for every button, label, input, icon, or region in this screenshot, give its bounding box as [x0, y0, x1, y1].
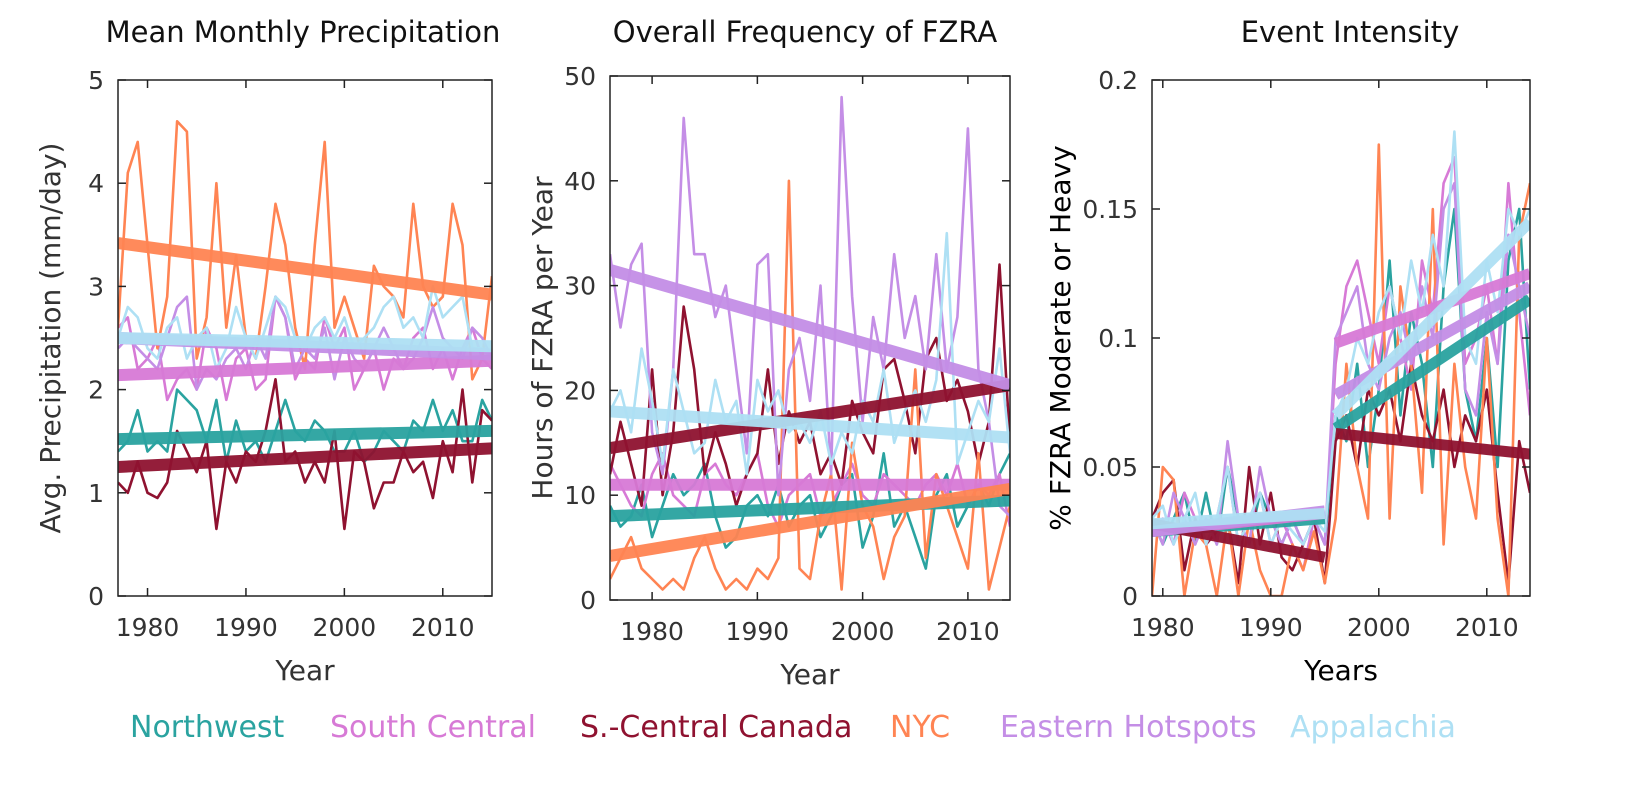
- y-tick-label: 3: [88, 272, 104, 301]
- series-line-appalachia: [610, 231, 1010, 476]
- trend-line-s-central-canada: [118, 442, 492, 473]
- trend-pre-appalachia: [1152, 507, 1326, 530]
- plot-area: [118, 120, 492, 531]
- legend-item-s-central-canada: S.-Central Canada: [580, 710, 853, 745]
- y-axis-label: Hours of FZRA per Year: [526, 176, 559, 500]
- y-tick-label: 1: [88, 479, 104, 508]
- legend-item-appalachia: Appalachia: [1290, 710, 1456, 745]
- x-tick-label: 1980: [116, 613, 180, 642]
- y-axis-label: % FZRA Moderate or Heavy: [1044, 145, 1077, 530]
- x-axis-label: Year: [274, 654, 335, 687]
- x-axis-label: Year: [779, 658, 840, 691]
- series-line-northwest: [1152, 207, 1530, 546]
- x-tick-label: 2000: [1347, 613, 1411, 642]
- trend-line-appalachia: [118, 332, 492, 353]
- y-tick-label: 5: [88, 66, 104, 95]
- series-line-nyc: [1152, 143, 1530, 596]
- y-tick-label: 2: [88, 376, 104, 405]
- trend-line-south-central: [118, 354, 492, 382]
- x-axis-label: Years: [1303, 654, 1378, 687]
- x-tick-label: 2000: [831, 617, 895, 646]
- trend-post-s-central-canada: [1335, 427, 1530, 460]
- trend-line-nyc: [118, 237, 492, 301]
- x-tick-label: 2000: [313, 613, 377, 642]
- axes-frame: [609, 75, 1011, 601]
- legend-item-nyc: NYC: [890, 710, 951, 745]
- trend-line-eastern-hotspots: [610, 264, 1010, 391]
- legend-item-northwest: Northwest: [130, 710, 285, 745]
- y-tick-label: 0.05: [1082, 453, 1138, 482]
- trend-line-nyc: [610, 482, 1010, 562]
- x-tick-label: 1980: [620, 617, 684, 646]
- x-tick-label: 2010: [1455, 613, 1519, 642]
- chart-title: Event Intensity: [1241, 15, 1460, 49]
- trend-line-northwest: [118, 424, 492, 446]
- panel-3: Event Intensity 1980 1990 2000 2010 0 0.05 0.1 0…: [1044, 15, 1531, 687]
- y-tick-label: 0: [1122, 582, 1138, 611]
- plot-area: [610, 95, 1010, 591]
- series-line-eastern-hotspots: [1152, 181, 1530, 546]
- y-tick-label: 20: [564, 376, 596, 405]
- x-tick-label: 1980: [1131, 613, 1195, 642]
- trend-post-appalachia: [1331, 218, 1530, 420]
- y-tick-label: 0.2: [1098, 66, 1138, 95]
- x-tick-label: 2010: [936, 617, 1000, 646]
- plot-area: [1152, 130, 1530, 596]
- y-tick-label: 0.1: [1098, 324, 1138, 353]
- y-tick-label: 10: [564, 481, 596, 510]
- y-tick-label: 50: [564, 62, 596, 91]
- y-tick-label: 0: [88, 582, 104, 611]
- y-tick-label: 0.15: [1082, 195, 1138, 224]
- trend-line-appalachia: [610, 405, 1010, 444]
- y-tick-label: 30: [564, 272, 596, 301]
- chart-title: Mean Monthly Precipitation: [106, 15, 501, 49]
- series-line-northwest: [118, 388, 492, 464]
- chart-title: Overall Frequency of FZRA: [613, 15, 998, 49]
- y-tick-label: 0: [580, 586, 596, 615]
- x-tick-label: 2010: [411, 613, 475, 642]
- y-tick-label: 40: [564, 167, 596, 196]
- y-axis-label: Avg. Precipitation (mm/day): [34, 143, 67, 534]
- trend-line-s-central-canada: [610, 379, 1010, 454]
- x-tick-label: 1990: [1239, 613, 1303, 642]
- x-tick-label: 1990: [726, 617, 790, 646]
- legend: Northwest South Central S.-Central Canad…: [0, 700, 1628, 760]
- legend-item-eastern-hotspots: Eastern Hotspots: [1000, 710, 1257, 745]
- legend-item-south-central: South Central: [330, 710, 536, 745]
- trend-post-south-central: [1333, 268, 1530, 349]
- y-tick-label: 4: [88, 169, 104, 198]
- x-tick-label: 1990: [214, 613, 278, 642]
- trend-post-northwest: [1332, 294, 1530, 433]
- axes-frame: [117, 79, 493, 597]
